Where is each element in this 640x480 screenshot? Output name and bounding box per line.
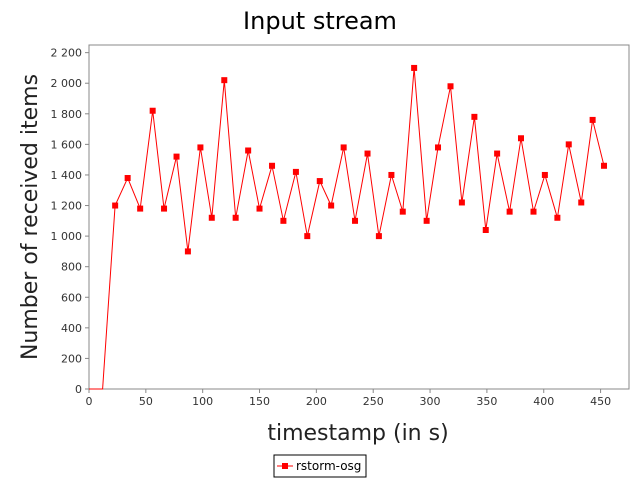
y-tick-label: 800	[61, 261, 82, 274]
data-point	[316, 178, 323, 185]
x-tick-label: 50	[139, 395, 153, 408]
data-point	[328, 202, 335, 209]
y-tick-label: 1 000	[51, 230, 83, 243]
data-point	[565, 141, 572, 148]
data-point	[375, 233, 382, 240]
y-tick-label: 1 200	[51, 200, 83, 213]
x-tick-label: 200	[306, 395, 327, 408]
plot-area	[88, 44, 630, 390]
data-point	[137, 205, 144, 212]
data-point	[506, 208, 513, 215]
data-point	[364, 150, 371, 157]
x-tick-label: 350	[476, 395, 497, 408]
data-point	[447, 83, 454, 90]
data-point	[482, 226, 489, 233]
data-point	[208, 214, 215, 221]
legend-box	[273, 454, 367, 478]
data-point	[352, 217, 359, 224]
y-tick-label: 0	[75, 383, 82, 396]
x-tick-label: 450	[590, 395, 611, 408]
series-line-0	[89, 67, 605, 390]
data-point	[411, 64, 418, 71]
data-point	[423, 217, 430, 224]
data-point	[245, 147, 252, 154]
data-point	[112, 202, 119, 209]
data-point	[589, 116, 596, 123]
chart-title: Input stream	[243, 7, 397, 35]
x-tick-label: 0	[86, 395, 93, 408]
data-point	[578, 199, 585, 206]
data-point	[304, 233, 311, 240]
x-tick-label: 150	[249, 395, 270, 408]
data-point	[541, 171, 548, 178]
y-tick-label: 2 000	[51, 77, 83, 90]
y-tick-label: 1 400	[51, 169, 83, 182]
x-tick-label: 100	[192, 395, 213, 408]
data-point	[554, 214, 561, 221]
data-point	[458, 199, 465, 206]
data-point	[269, 162, 276, 169]
x-tick-label: 250	[363, 395, 384, 408]
data-point	[256, 205, 263, 212]
x-axis: 0 50 100 150 200 250 300 350 400 450	[86, 389, 611, 408]
legend: rstorm-osg	[273, 454, 367, 478]
data-point	[399, 208, 406, 215]
y-axis-label: Number of received items	[18, 74, 43, 360]
data-point	[173, 153, 180, 160]
y-tick-label: 200	[61, 352, 82, 365]
x-axis-label: timestamp (in s)	[267, 421, 448, 446]
data-point	[124, 175, 131, 182]
data-point	[184, 248, 191, 255]
y-axis: 0 200 400 600 800 1 000 1 200 1 400 1 600 1 800 2 …	[51, 47, 89, 396]
data-point	[340, 144, 347, 151]
x-tick-label: 400	[533, 395, 554, 408]
y-tick-label: 2 200	[51, 47, 83, 60]
data-point	[600, 162, 607, 169]
data-point	[388, 171, 395, 178]
y-tick-label: 600	[61, 291, 82, 304]
data-point	[530, 208, 537, 215]
data-point	[518, 135, 524, 142]
legend-entry-rstorm-osg: rstorm-osg	[296, 459, 361, 473]
legend-marker-swatch	[282, 463, 288, 469]
data-point	[197, 144, 204, 151]
y-tick-label: 400	[61, 322, 82, 335]
data-point	[221, 77, 228, 84]
y-tick-label: 1 600	[51, 138, 83, 151]
data-point	[471, 113, 478, 120]
data-point	[161, 205, 168, 212]
data-point	[232, 214, 239, 221]
data-point	[149, 107, 156, 114]
y-tick-label: 1 800	[51, 108, 83, 121]
data-point	[280, 217, 287, 224]
data-point	[494, 150, 501, 157]
data-point	[292, 168, 299, 175]
data-point	[435, 144, 442, 151]
x-tick-label: 300	[420, 395, 441, 408]
series-rstorm-osg	[89, 64, 607, 390]
